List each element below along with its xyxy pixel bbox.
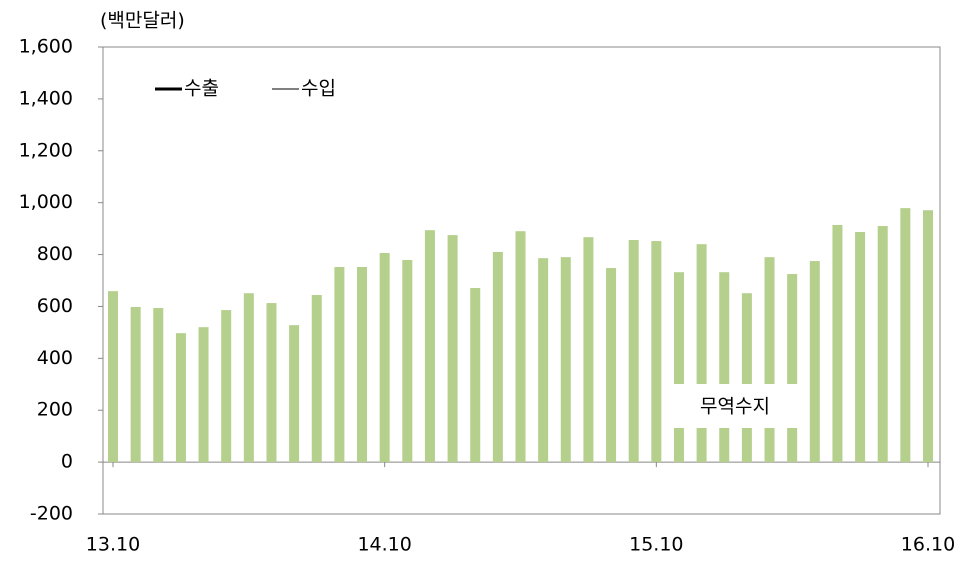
bar — [243, 293, 254, 463]
bar — [266, 303, 277, 463]
bar — [357, 267, 368, 463]
y-tick-label: 1,200 — [19, 139, 73, 161]
y-tick-label: 400 — [37, 347, 73, 369]
bar — [719, 272, 730, 463]
x-tick-label: 13.10 — [86, 534, 140, 556]
plot-frame — [102, 46, 941, 515]
legend-label: 수출 — [184, 78, 219, 100]
y-tick-label: 0 — [61, 451, 73, 473]
y-tick-label: -200 — [30, 503, 73, 525]
y-tick-label: 1,000 — [19, 191, 73, 213]
bar — [175, 333, 186, 463]
bar — [809, 261, 820, 463]
bar — [583, 237, 594, 463]
bar — [492, 251, 503, 463]
bar — [153, 308, 164, 463]
legend-box — [670, 384, 800, 428]
bar — [515, 231, 526, 463]
bar — [538, 258, 549, 463]
bar — [832, 224, 843, 463]
bar — [606, 268, 617, 463]
x-tick-label: 16.10 — [901, 534, 955, 556]
y-tick-label: 600 — [37, 295, 73, 317]
bar — [877, 226, 888, 463]
y-tick-label: 1,600 — [19, 36, 73, 58]
bar — [130, 306, 141, 463]
bar — [379, 252, 390, 463]
bar — [923, 210, 933, 463]
y-tick-label: 800 — [37, 243, 73, 265]
bar — [628, 240, 639, 463]
bar — [764, 257, 775, 463]
x-tick-label: 14.10 — [357, 534, 411, 556]
bar — [560, 257, 571, 463]
bar — [334, 267, 345, 463]
unit-label: (백만달러) — [100, 10, 185, 32]
bar — [198, 327, 209, 463]
bar — [447, 235, 458, 463]
bar — [787, 274, 798, 463]
bar — [900, 208, 911, 463]
bar — [108, 291, 118, 463]
bar — [221, 310, 232, 463]
legend-label: 수입 — [301, 78, 336, 100]
y-tick-label: 1,400 — [19, 87, 73, 109]
bar — [311, 295, 322, 463]
bar — [855, 231, 866, 463]
bar — [424, 230, 435, 463]
bar — [651, 241, 662, 463]
y-tick-label: 200 — [37, 399, 73, 421]
bar — [696, 244, 707, 463]
bar — [673, 272, 684, 463]
bar — [741, 293, 752, 463]
bar — [402, 260, 413, 463]
x-tick-label: 15.10 — [629, 534, 683, 556]
bar — [289, 325, 300, 463]
bar-label: 무역수지 — [700, 396, 770, 418]
bar — [470, 288, 481, 463]
